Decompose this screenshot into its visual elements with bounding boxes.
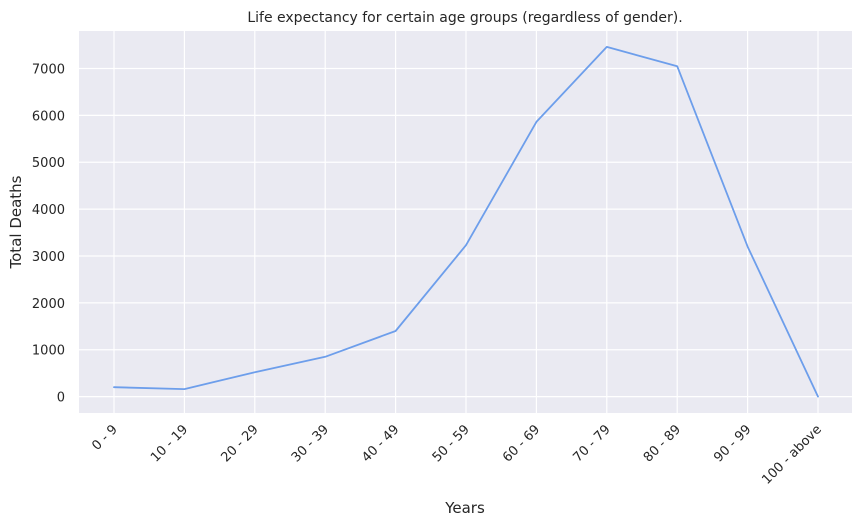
x-tick-label: 30 - 39 (289, 422, 332, 465)
data-point (183, 388, 185, 390)
x-tick-label: 0 - 9 (89, 422, 120, 453)
x-tick-label: 60 - 69 (500, 422, 543, 465)
y-axis-ticks: 0 1000 2000 3000 4000 5000 6000 7000 (32, 62, 65, 405)
data-point (817, 396, 819, 398)
x-tick-label: 70 - 79 (570, 422, 613, 465)
y-tick-label: 6000 (32, 109, 65, 124)
data-point (254, 371, 256, 373)
data-point (113, 386, 115, 388)
data-point (606, 46, 608, 48)
y-tick-label: 5000 (32, 156, 65, 171)
chart-title: Life expectancy for certain age groups (… (247, 10, 682, 26)
data-point (535, 121, 537, 123)
x-tick-label: 20 - 29 (218, 422, 261, 465)
y-tick-label: 3000 (32, 250, 65, 265)
x-axis-ticks: 0 - 9 10 - 19 20 - 29 30 - 39 40 - 49 50 - 59… (89, 422, 824, 488)
gridlines (79, 31, 852, 413)
y-tick-label: 2000 (32, 297, 65, 312)
x-tick-label: 50 - 59 (430, 422, 473, 465)
x-tick-label: 100 - above (759, 422, 825, 488)
y-axis-label: Total Deaths (7, 175, 25, 269)
x-tick-label: 40 - 49 (359, 422, 402, 465)
y-tick-label: 1000 (32, 344, 65, 359)
data-point (676, 65, 678, 67)
series-line (113, 46, 819, 398)
y-tick-label: 0 (57, 391, 65, 406)
data-point (465, 244, 467, 246)
data-point (747, 246, 749, 248)
x-tick-label: 10 - 19 (148, 422, 191, 465)
series-layer (113, 46, 819, 398)
y-tick-label: 7000 (32, 62, 65, 77)
x-tick-label: 80 - 89 (641, 422, 684, 465)
x-axis-label: Years (444, 499, 485, 517)
x-tick-label: 90 - 99 (711, 422, 754, 465)
y-tick-label: 4000 (32, 203, 65, 218)
data-point (324, 356, 326, 358)
data-point (395, 330, 397, 332)
